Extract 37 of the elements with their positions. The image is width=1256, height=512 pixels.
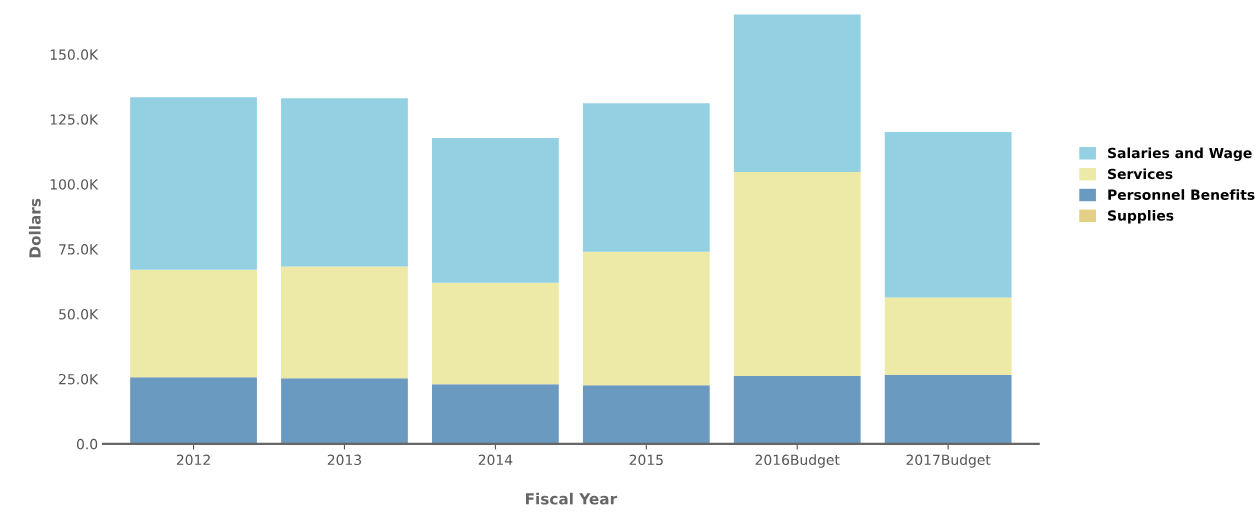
y-tick-label: 100.0K <box>50 179 99 190</box>
x-tick-label: 2012 <box>176 454 210 466</box>
x-tick-label: 2015 <box>629 454 663 466</box>
bar <box>884 375 1012 444</box>
bar <box>582 251 710 386</box>
bar <box>733 376 861 444</box>
x-tick-label: 2013 <box>327 454 362 466</box>
bar <box>432 384 559 444</box>
y-axis-title: Dollars <box>28 198 41 258</box>
y-tick-label: 50.0K <box>59 309 99 320</box>
bar <box>130 97 257 270</box>
y-tick-label: 125.0K <box>50 114 99 125</box>
bar <box>281 98 408 267</box>
x-tick-label: 2016Budget <box>755 454 840 468</box>
y-tick-label: 150.0K <box>50 49 99 60</box>
x-tick-label: 2014 <box>478 454 513 466</box>
bar <box>281 378 408 444</box>
legend-label: Salaries and Wage <box>1108 147 1252 162</box>
x-axis-title: Fiscal Year <box>525 492 618 505</box>
bar <box>884 297 1012 376</box>
bar <box>432 137 559 283</box>
y-tick-label: 0.0 <box>76 438 98 450</box>
x-tick-label: 2017Budget <box>906 454 991 468</box>
bar <box>281 266 408 379</box>
legend-label: Supplies <box>1108 209 1174 224</box>
y-tick-label: 75.0K <box>59 244 99 255</box>
bar <box>432 282 559 385</box>
legend-label: Services <box>1108 168 1173 180</box>
y-tick-label: 25.0K <box>59 373 99 385</box>
bar <box>733 14 861 172</box>
bar <box>582 103 710 252</box>
bar <box>884 132 1012 298</box>
bar <box>582 385 710 444</box>
bar <box>130 269 257 378</box>
legend-label: Personnel Benefits <box>1108 189 1255 200</box>
bar <box>733 172 861 377</box>
bar <box>130 377 257 444</box>
